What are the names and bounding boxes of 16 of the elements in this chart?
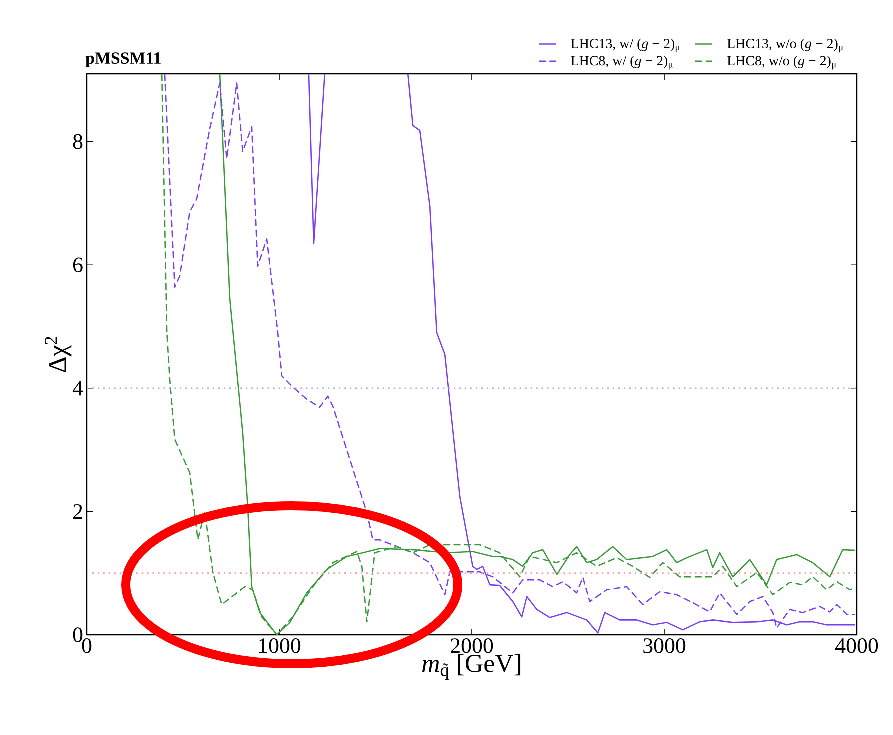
legend-label: LHC8, w/ (g − 2)$_{μ}$ [571,56,674,70]
x-axis-title: m$_{q̃}$ [GeV] [422,654,521,680]
legend-label: LHC8, w/o (g − 2)$_{μ}$ [727,56,836,70]
x-tick-label: 3000 [644,638,686,654]
y-tick-label: 4 [72,381,84,396]
legend-label: LHC13, w/o (g − 2)$_{μ}$ [727,38,844,53]
legend-label: LHC13, w/ (g − 2)$_{μ}$ [571,38,680,53]
y-tick-label: 6 [73,258,83,272]
x-tick-label: 4000 [836,638,878,654]
y-axis-title: Δχ$^{2}$ [45,337,72,372]
chart-title: pMSSM11 [86,52,161,68]
y-tick-label: 0 [73,628,83,642]
y-tick-label: 8 [73,134,83,150]
x-tick-label: 2000 [451,638,494,654]
y-tick-label: 2 [73,504,82,519]
x-tick-label: 1000 [260,638,301,654]
